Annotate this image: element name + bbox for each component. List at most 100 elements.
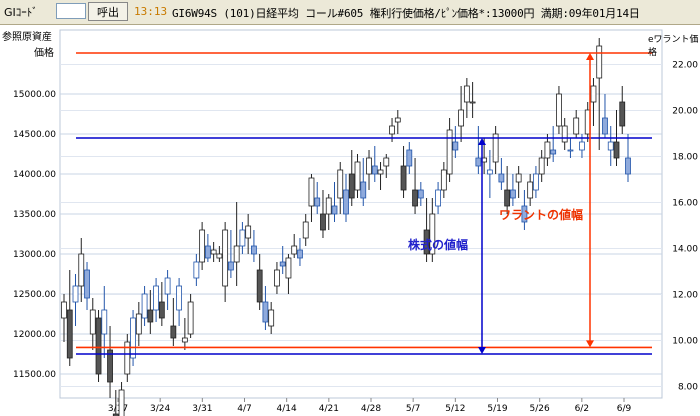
right-tick-label: 18.00 (672, 153, 698, 163)
candle-body (486, 169, 493, 175)
candle-body (567, 149, 574, 152)
clock-time: 13:13 (134, 5, 168, 18)
candle-body (337, 169, 344, 199)
candle-body (400, 165, 407, 191)
candle-body (561, 125, 568, 143)
candle-body (446, 129, 453, 175)
candle-body (515, 173, 522, 183)
candle-body (452, 141, 459, 151)
candle-body (170, 325, 177, 339)
x-tick-label: 5/26 (530, 404, 550, 414)
code-input[interactable] (56, 3, 86, 19)
code-label: GIｺｰﾄﾞ (4, 6, 38, 19)
right-tick-label: 22.00 (672, 61, 698, 71)
right-axis-title: eワラント価格 (648, 35, 699, 58)
candle-body (199, 229, 206, 263)
candle-body (492, 133, 499, 163)
x-tick-label: 3/31 (192, 404, 212, 414)
x-tick-label: 4/14 (277, 404, 297, 414)
candle-body (268, 309, 275, 327)
candle-body (89, 309, 96, 335)
candle-body (308, 177, 315, 207)
candle-body (181, 337, 188, 343)
candle-body (274, 269, 280, 287)
x-tick-label: 5/19 (487, 404, 507, 414)
candle-body (164, 277, 171, 295)
candle-body (463, 85, 470, 103)
candle-body (147, 309, 154, 323)
candle-body (412, 189, 418, 207)
candle-body (331, 205, 338, 215)
candle-body (469, 101, 476, 104)
candle-body (607, 141, 614, 151)
left-tick-label: 13500.00 (13, 210, 56, 220)
call-button[interactable]: 呼出 (88, 2, 128, 21)
x-tick-label: 3/24 (150, 404, 170, 414)
candle-body (504, 189, 511, 207)
candle-body (262, 301, 269, 323)
candle-body (291, 245, 298, 255)
candle-body (107, 349, 113, 383)
candle-body (210, 249, 217, 255)
candle-body (538, 157, 545, 175)
candle-body (360, 181, 367, 199)
candle-body (325, 197, 332, 215)
warrant-range-label: ワラントの値幅 (499, 208, 584, 222)
candle-body (377, 169, 384, 175)
candle-body (61, 301, 67, 319)
candle-body (112, 413, 119, 416)
candle-body (435, 189, 441, 207)
candle-body (556, 93, 562, 127)
stock-range-arrow-head-bottom (478, 347, 486, 354)
x-tick-label: 4/28 (361, 404, 381, 414)
candle-body (533, 173, 539, 191)
candle-body (101, 309, 108, 335)
left-tick-label: 12000.00 (13, 330, 56, 340)
candle-body (366, 157, 372, 175)
candle-body (141, 293, 148, 319)
candle-body (619, 101, 626, 127)
candle-body (475, 157, 482, 167)
candle-body (176, 285, 183, 311)
candle-body (204, 245, 211, 259)
left-tick-label: 11500.00 (13, 370, 56, 380)
warrant-range-arrow-head-top (586, 53, 594, 60)
candle-body (348, 173, 355, 199)
candle-body (521, 205, 528, 223)
candle-body (95, 317, 102, 375)
candle-body (590, 85, 597, 103)
right-tick-label: 14.00 (672, 245, 698, 255)
candle-body (245, 225, 252, 239)
candle-body (389, 125, 395, 135)
right-tick-label: 12.00 (672, 291, 698, 301)
candle-body (602, 117, 608, 135)
candle-body (118, 389, 125, 416)
left-tick-label: 14000.00 (13, 170, 56, 180)
candle-body (579, 141, 585, 151)
candle-body (193, 261, 200, 279)
candle-body (509, 189, 516, 199)
candle-body (78, 253, 85, 287)
right-tick-label: 10.00 (672, 337, 698, 347)
right-tick-label: 8.00 (678, 383, 698, 393)
candle-body (550, 149, 557, 155)
candle-body (613, 141, 620, 159)
candle-body (498, 173, 505, 183)
stock-range-label: 株式の値幅 (408, 238, 469, 252)
left-axis-title-line2: 価格 (34, 48, 54, 59)
candle-body (124, 341, 131, 375)
candle-body (423, 229, 430, 255)
left-axis-title-line1: 参照原資産 (2, 32, 52, 43)
candle-body (394, 117, 401, 123)
candle-body (527, 181, 534, 199)
candle-body (625, 157, 631, 175)
left-axis-title: 参照原資産 価格 (2, 30, 54, 62)
candle-body (354, 161, 361, 191)
x-tick-label: 4/7 (237, 404, 251, 414)
candle-body (406, 149, 413, 167)
candle-body (84, 269, 90, 299)
candle-body (251, 245, 257, 255)
stock-range-arrow-head-top (478, 138, 486, 145)
left-tick-label: 14500.00 (13, 130, 56, 140)
